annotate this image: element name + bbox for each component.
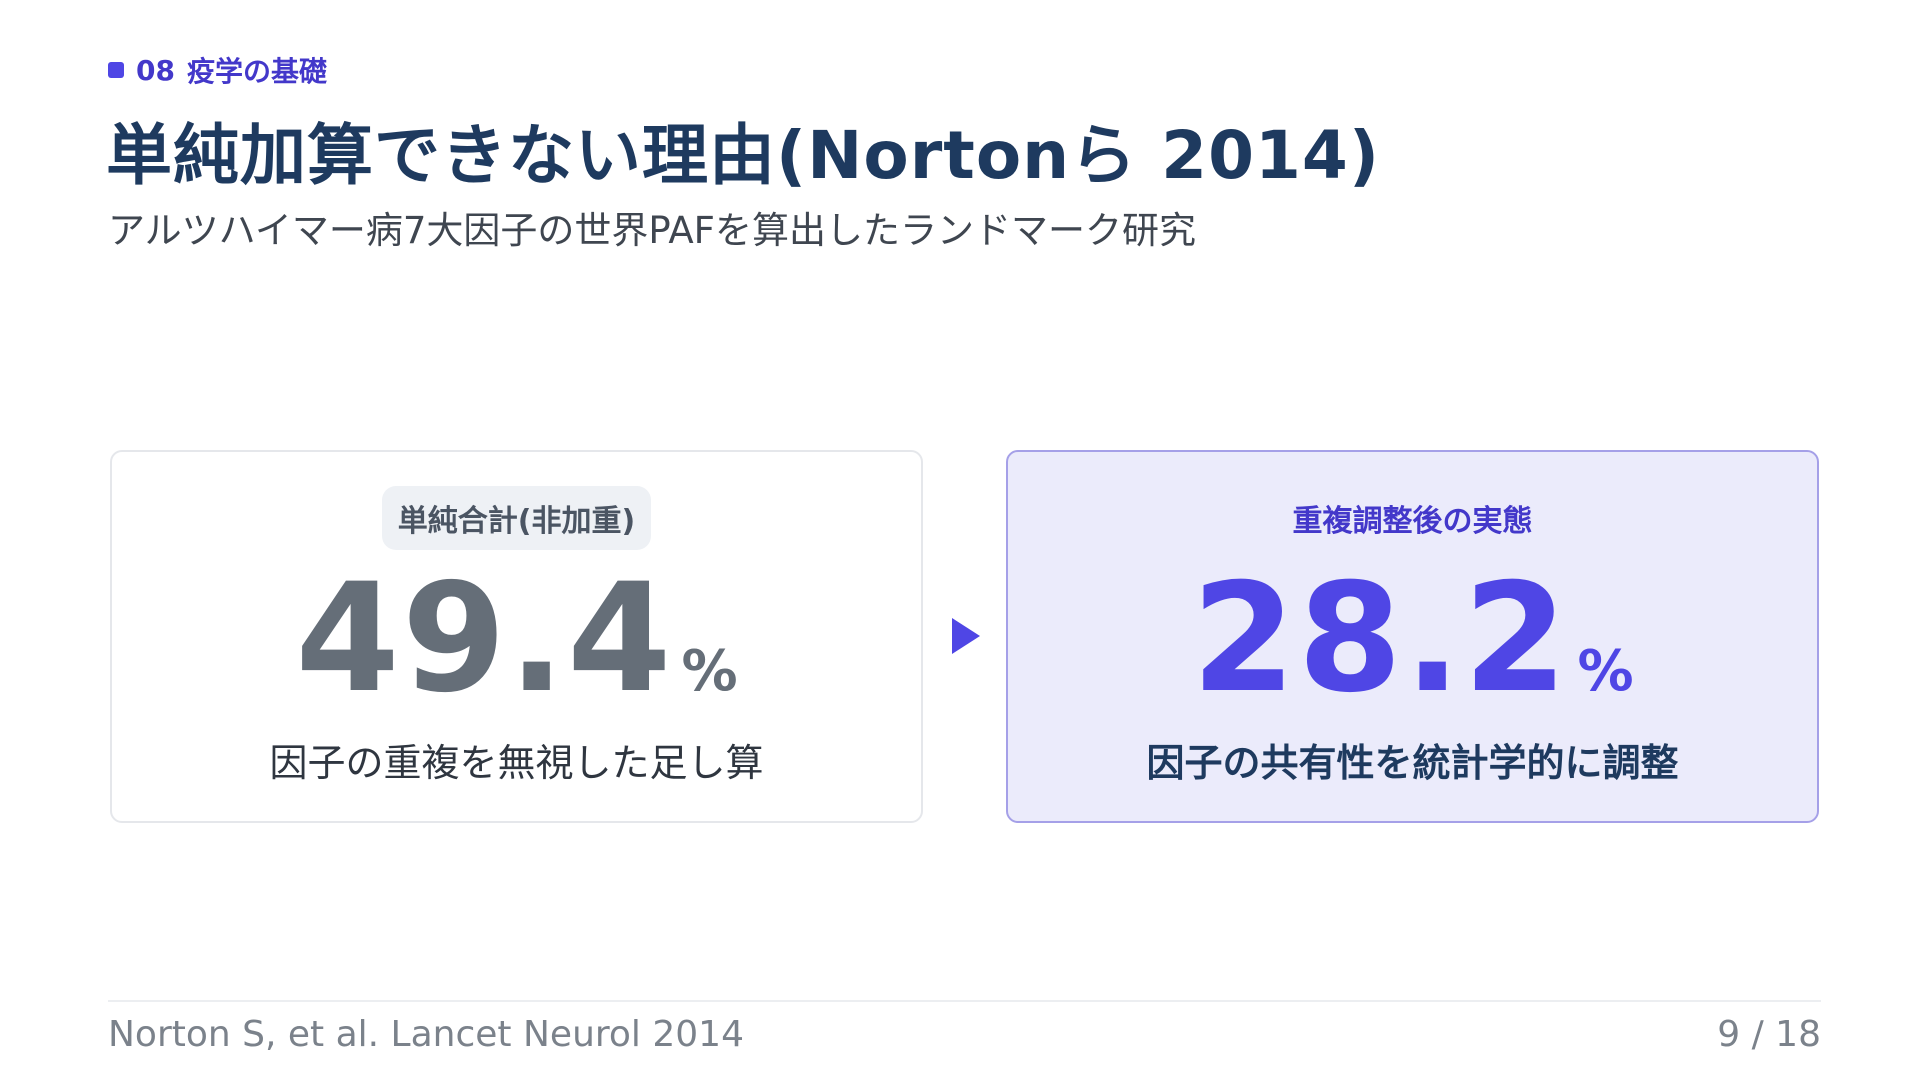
card: 重複調整後の実態 28.2 % 因子の共有性を統計学的に調整 [1006,450,1819,823]
stat-value: 28.2 [1191,552,1570,726]
subtitle: アルツハイマー病7大因子の世界PAFを算出したランドマーク研究 [108,209,1196,252]
stat: 49.4 % [295,564,737,714]
card-description: 因子の共有性を統計学的に調整 [1146,741,1679,785]
stat: 28.2 % [1191,564,1633,714]
section-number: 08 [136,53,175,87]
card-description: 因子の重複を無視した足し算 [269,741,764,785]
section-tag: 08 疫学の基礎 [108,50,327,90]
arrow [952,618,980,654]
footer-rule [108,1000,1821,1002]
stat-value: 49.4 [295,552,674,726]
tag-dot [108,62,124,78]
card-label: 重複調整後の実態 [1292,504,1533,539]
title: 単純加算できない理由(Nortonら 2014) [106,117,1381,194]
citation: Norton S, et al. Lancet Neurol 2014 [108,1014,744,1055]
stat-unit: % [1577,639,1634,704]
stat-unit: % [681,639,738,704]
arrow-head [952,618,980,654]
card-label: 単純合計(非加重) [381,486,652,550]
card: 単純合計(非加重) 49.4 % 因子の重複を無視した足し算 [110,450,923,823]
section-label: 疫学の基礎 [186,55,327,88]
page-number: 9 / 18 [1717,1014,1821,1055]
